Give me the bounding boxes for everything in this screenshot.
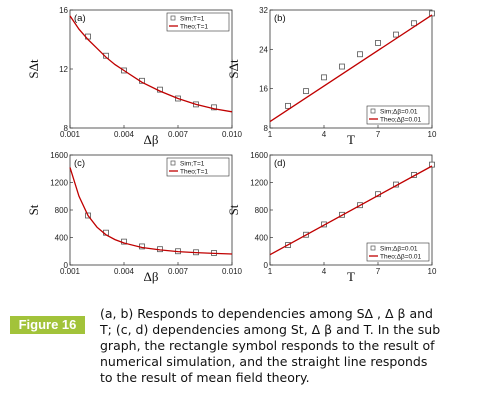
data-point-marker bbox=[211, 104, 217, 111]
data-point-marker bbox=[411, 20, 417, 27]
y-axis-label: SΔt bbox=[26, 59, 41, 79]
legend-marker-icon bbox=[170, 160, 176, 166]
panel-label: (b) bbox=[274, 13, 286, 24]
x-tick-label: 0.001 bbox=[60, 130, 81, 139]
legend-entry-sim: Sim;T=1 bbox=[180, 161, 205, 168]
x-tick-label: 1 bbox=[268, 267, 273, 276]
y-tick-label: 800 bbox=[55, 206, 69, 215]
legend-box bbox=[166, 157, 230, 177]
x-tick-label: 0.010 bbox=[222, 130, 243, 139]
x-tick-label: 0.007 bbox=[168, 267, 189, 276]
legend-marker-icon bbox=[370, 108, 376, 114]
y-tick-label: 1600 bbox=[250, 151, 268, 160]
x-tick-label: 0.004 bbox=[114, 267, 135, 276]
data-point-marker bbox=[103, 52, 109, 59]
caption-line: T; (c, d) dependencies among St, Δ β and… bbox=[100, 322, 441, 337]
y-tick-label: 1200 bbox=[50, 179, 68, 188]
chart-panel: 1 4 7 10 0 400 800 1200 1600 T St (d) Sim;Δβ=0.01The… bbox=[226, 151, 437, 284]
data-point-marker bbox=[393, 31, 399, 38]
theory-line bbox=[269, 14, 433, 123]
data-point-marker bbox=[429, 10, 435, 17]
data-point-marker bbox=[375, 40, 381, 46]
y-tick-label: 0 bbox=[64, 261, 69, 270]
y-tick-label: 400 bbox=[55, 234, 69, 243]
y-tick-label: 8 bbox=[264, 124, 269, 133]
plot-frame bbox=[269, 9, 433, 129]
caption-line: to the result of mean field theory. bbox=[100, 370, 310, 385]
legend-box bbox=[166, 12, 230, 32]
x-tick-label: 1 bbox=[268, 130, 273, 139]
data-point-marker bbox=[357, 51, 363, 58]
y-tick-label: 1200 bbox=[250, 179, 268, 188]
y-axis-label: St bbox=[26, 204, 41, 215]
y-tick-label: 0 bbox=[264, 261, 269, 270]
legend-entry-theo: Theo;Δβ=0.01 bbox=[380, 117, 422, 124]
x-tick-label: 7 bbox=[376, 267, 381, 276]
legend-marker-icon bbox=[170, 15, 176, 21]
legend-entry-theo: Theo;T=1 bbox=[180, 24, 208, 31]
legend-box bbox=[366, 242, 430, 262]
y-axis-label: SΔt bbox=[226, 59, 241, 79]
x-tick-label: 10 bbox=[428, 130, 437, 139]
x-tick-label: 4 bbox=[322, 130, 327, 139]
chart-panel: 0.001 0.004 0.007 0.010 8 12 16 Δβ SΔt (a) Sim;T=1… bbox=[26, 6, 243, 147]
x-tick-label: 4 bbox=[322, 267, 327, 276]
caption-line: graph, the rectangle symbol responds to … bbox=[100, 338, 435, 353]
caption-line: (a, b) Responds to dependencies among SΔ… bbox=[100, 306, 433, 321]
figure-panels: 0.001 0.004 0.007 0.010 8 12 16 Δβ SΔt (a) Sim;T=1… bbox=[26, 6, 437, 284]
chart-panel: 1 4 7 10 8 16 24 32 T SΔt (b) Sim;Δβ=0.01Theo;Δβ=0.… bbox=[226, 6, 437, 147]
panel-label: (a) bbox=[74, 13, 86, 24]
x-tick-label: 0.007 bbox=[168, 130, 189, 139]
theory-line bbox=[269, 165, 433, 256]
legend-entry-sim: Sim;T=1 bbox=[180, 16, 205, 23]
y-tick-label: 12 bbox=[59, 65, 68, 74]
panel-label: (d) bbox=[274, 158, 286, 169]
x-tick-label: 7 bbox=[376, 130, 381, 139]
legend-box bbox=[366, 105, 430, 125]
legend-entry-theo: Theo;Δβ=0.01 bbox=[380, 254, 422, 261]
figure-label-badge: Figure 16 bbox=[10, 316, 85, 334]
legend-entry-sim: Sim;Δβ=0.01 bbox=[380, 109, 418, 116]
data-point-marker bbox=[285, 102, 291, 109]
data-point-marker bbox=[303, 88, 309, 95]
x-tick-label: 0.010 bbox=[222, 267, 243, 276]
y-tick-label: 400 bbox=[255, 234, 269, 243]
x-axis-label: Δβ bbox=[144, 269, 159, 284]
figure-caption: (a, b) Responds to dependencies among SΔ… bbox=[100, 306, 470, 386]
theory-line bbox=[69, 167, 233, 255]
y-tick-label: 16 bbox=[59, 6, 68, 15]
theory-line bbox=[69, 15, 233, 113]
x-axis-label: T bbox=[347, 132, 355, 147]
legend-entry-sim: Sim;Δβ=0.01 bbox=[380, 246, 418, 253]
x-axis-label: Δβ bbox=[144, 132, 159, 147]
data-point-marker bbox=[339, 63, 345, 70]
data-point-marker bbox=[429, 161, 435, 168]
y-tick-label: 800 bbox=[255, 206, 269, 215]
chart-panel: 0.001 0.004 0.007 0.010 0 400 800 1200 1600 Δβ St (… bbox=[26, 151, 243, 284]
legend-entry-theo: Theo;T=1 bbox=[180, 169, 208, 176]
caption-line: numerical simulation, and the straight l… bbox=[100, 354, 428, 369]
y-tick-label: 16 bbox=[259, 85, 268, 94]
y-tick-label: 24 bbox=[259, 45, 268, 54]
data-point-marker bbox=[321, 74, 327, 81]
panel-label: (c) bbox=[74, 158, 85, 169]
x-axis-label: T bbox=[347, 269, 355, 284]
y-tick-label: 1600 bbox=[50, 151, 68, 160]
y-tick-label: 32 bbox=[259, 6, 268, 15]
x-tick-label: 0.001 bbox=[60, 267, 81, 276]
y-tick-label: 8 bbox=[64, 124, 69, 133]
x-tick-label: 0.004 bbox=[114, 130, 135, 139]
legend-marker-icon bbox=[370, 245, 376, 251]
x-tick-label: 10 bbox=[428, 267, 437, 276]
y-axis-label: St bbox=[226, 204, 241, 215]
